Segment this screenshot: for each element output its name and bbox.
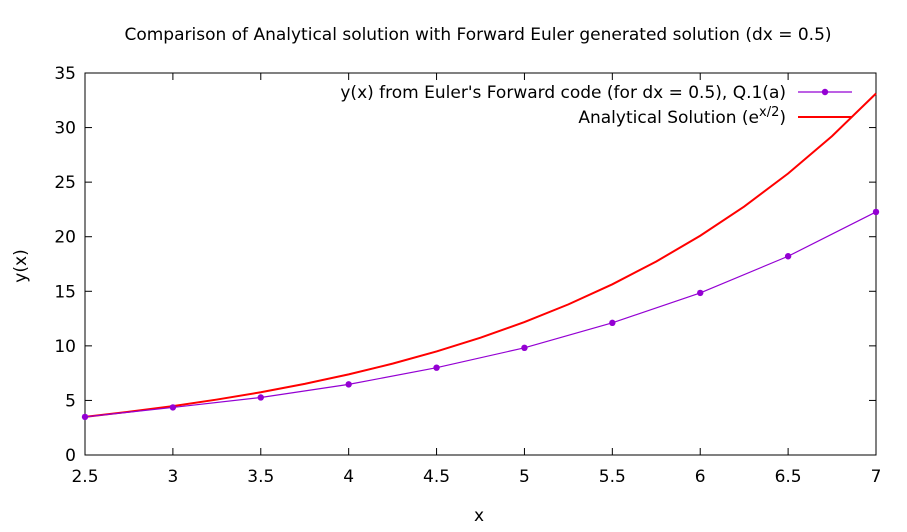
x-tick-label: 5 bbox=[519, 467, 530, 487]
x-tick-label: 6.5 bbox=[775, 467, 802, 487]
data-point-euler bbox=[609, 319, 616, 327]
x-tick-label: 3 bbox=[167, 467, 178, 487]
y-tick-label: 25 bbox=[54, 173, 76, 193]
y-tick-label: 10 bbox=[54, 337, 76, 357]
data-point-euler bbox=[872, 208, 880, 216]
y-axis: 0 5 10 15 20 25 30 35 bbox=[54, 64, 876, 466]
legend: y(x) from Euler's Forward code (for dx =… bbox=[340, 83, 852, 128]
series-line-euler bbox=[84, 211, 877, 418]
data-point-euler bbox=[697, 289, 704, 297]
legend-marker-euler bbox=[821, 88, 829, 96]
data-point-euler bbox=[81, 413, 89, 421]
legend-label-analytical: Analytical Solution (ex/2) bbox=[578, 105, 786, 128]
y-tick-label: 5 bbox=[65, 391, 76, 411]
y-tick-label: 35 bbox=[54, 64, 76, 84]
y-tick-label: 15 bbox=[54, 282, 76, 302]
data-point-euler bbox=[257, 394, 264, 401]
series-layer bbox=[81, 92, 880, 421]
data-point-euler bbox=[784, 253, 792, 260]
x-tick-label: 2.5 bbox=[71, 467, 98, 487]
data-point-euler bbox=[345, 381, 352, 388]
x-axis-label: x bbox=[474, 506, 484, 526]
legend-label-euler: y(x) from Euler's Forward code (for dx =… bbox=[340, 83, 786, 103]
y-tick-label: 20 bbox=[54, 228, 76, 248]
x-tick-label: 5.5 bbox=[599, 467, 626, 487]
y-axis-label: y(x) bbox=[11, 249, 31, 282]
x-tick-label: 4 bbox=[343, 467, 354, 487]
x-tick-label: 3.5 bbox=[247, 467, 274, 487]
legend-label-analytical-prefix: Analytical Solution (e bbox=[578, 108, 759, 128]
data-point-euler bbox=[169, 404, 177, 411]
data-point-euler bbox=[433, 364, 440, 371]
legend-label-analytical-superscript: x/2 bbox=[759, 105, 779, 120]
legend-label-analytical-suffix: ) bbox=[779, 108, 786, 128]
x-tick-label: 7 bbox=[871, 467, 882, 487]
x-tick-label: 6 bbox=[695, 467, 706, 487]
plot-border bbox=[84, 72, 877, 456]
x-axis: 2.5 3 3.5 4 4.5 5 5.5 6 6.5 7 bbox=[71, 73, 881, 487]
chart-title: Comparison of Analytical solution with F… bbox=[124, 25, 831, 45]
y-tick-label: 30 bbox=[54, 119, 76, 139]
data-point-euler bbox=[521, 344, 528, 352]
series-line-analytical bbox=[84, 92, 877, 418]
plot-frame bbox=[84, 72, 877, 456]
y-tick-label: 0 bbox=[65, 446, 76, 466]
x-tick-label: 4.5 bbox=[423, 467, 450, 487]
